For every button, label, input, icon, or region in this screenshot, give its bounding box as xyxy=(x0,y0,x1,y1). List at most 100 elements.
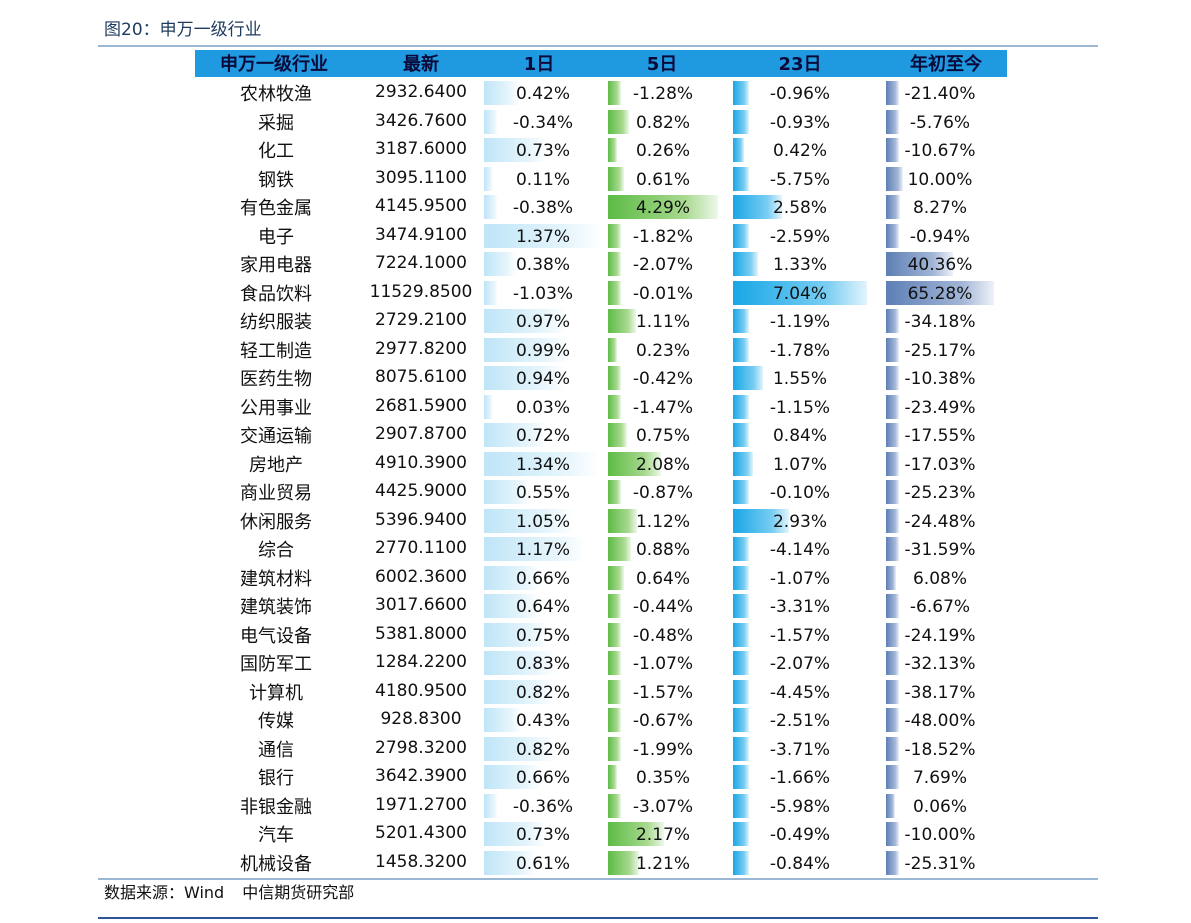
table-row: 食品饮料 11529.8500 -1.03% -0.01% 7.04% 65.28% xyxy=(0,279,1191,308)
cell-d5: -0.44% xyxy=(608,594,718,618)
cell-ytd: -23.49% xyxy=(886,394,994,419)
cell-d1: 0.94% xyxy=(484,366,602,390)
value-d1: -1.03% xyxy=(512,283,574,304)
cell-d23: -4.45% xyxy=(733,679,867,704)
bar-d1 xyxy=(484,337,569,362)
bar-d23 xyxy=(733,451,753,476)
bar-d1 xyxy=(484,480,531,504)
cell-ytd: -48.00% xyxy=(886,708,994,732)
bar-d5 xyxy=(608,679,621,704)
cell-d23: 7.04% xyxy=(733,280,867,305)
cell-ytd: -17.03% xyxy=(886,451,994,476)
bar-ytd xyxy=(886,736,899,761)
cell-ytd: 8.27% xyxy=(886,195,994,219)
cell-ytd: -38.17% xyxy=(886,679,994,704)
latest-value: 3642.3900 xyxy=(375,766,467,786)
cell-d5: 4.29% xyxy=(608,195,718,219)
table-row: 纺织服装 2729.2100 0.97% 1.11% -1.19% -34.18% xyxy=(0,307,1191,336)
value-d5: -0.01% xyxy=(632,283,694,304)
bar-d5 xyxy=(608,195,718,219)
bar-d23 xyxy=(733,280,867,305)
value-d23: 1.07% xyxy=(772,454,827,475)
bar-d5 xyxy=(608,451,661,476)
cell-d23: -0.93% xyxy=(733,109,867,134)
cell-d23: -3.31% xyxy=(733,594,867,618)
cell-d1: 0.66% xyxy=(484,565,602,590)
latest-value: 5381.8000 xyxy=(375,623,467,644)
latest-value: 7224.1000 xyxy=(375,253,467,273)
bar-d1 xyxy=(484,138,547,162)
cell-d1: 1.17% xyxy=(484,537,602,561)
value-d5: 4.29% xyxy=(635,198,690,218)
value-d1: -0.38% xyxy=(512,198,574,218)
cell-d1: 0.64% xyxy=(484,594,602,618)
cell-ytd: -25.23% xyxy=(886,480,994,504)
bar-d1 xyxy=(484,252,517,276)
latest-value: 2932.6400 xyxy=(375,82,467,102)
value-d5: -1.07% xyxy=(632,654,694,674)
value-d1: 0.66% xyxy=(515,568,570,589)
industry-name: 化工 xyxy=(258,141,294,162)
latest-value: 2798.3200 xyxy=(375,737,467,758)
table-row: 化工 3187.6000 0.73% 0.26% 0.42% -10.67% xyxy=(0,136,1191,165)
bar-d5 xyxy=(608,394,621,419)
value-d1: -0.36% xyxy=(512,796,574,817)
value-d5: -1.47% xyxy=(632,397,694,418)
cell-d1: 0.66% xyxy=(484,765,602,789)
bar-d1 xyxy=(484,537,585,561)
bar-ytd xyxy=(886,166,903,191)
latest-value: 8075.6100 xyxy=(375,367,467,387)
cell-ytd: -6.67% xyxy=(886,594,994,618)
bar-d1 xyxy=(484,594,539,618)
table-row: 轻工制造 2977.8200 0.99% 0.23% -1.78% -25.17% xyxy=(0,336,1191,365)
bar-d1 xyxy=(484,708,521,732)
industry-name: 电气设备 xyxy=(240,625,312,647)
value-d5: -1.82% xyxy=(632,226,694,247)
value-ytd: 7.69% xyxy=(912,768,967,788)
cell-d5: 0.61% xyxy=(608,166,718,191)
bar-d1 xyxy=(484,423,546,447)
cell-d23: 2.93% xyxy=(733,508,867,533)
bar-d1 xyxy=(484,651,555,675)
value-ytd: 10.00% xyxy=(907,169,973,190)
cell-d1: 0.43% xyxy=(484,708,602,732)
source-label: 数据来源：Wind xyxy=(104,883,225,902)
value-d5: 1.12% xyxy=(635,511,690,532)
value-d23: 0.42% xyxy=(772,141,827,161)
cell-d1: 0.83% xyxy=(484,651,602,675)
value-ytd: 8.27% xyxy=(912,198,967,218)
table-row: 汽车 5201.4300 0.73% 2.17% -0.49% -10.00% xyxy=(0,820,1191,849)
table-row: 建筑材料 6002.3600 0.66% 0.64% -1.07% 6.08% xyxy=(0,564,1191,593)
cell-d5: -2.07% xyxy=(608,252,718,276)
cell-d5: 2.08% xyxy=(608,451,718,476)
value-d23: -4.45% xyxy=(769,682,831,703)
cell-d23: -2.51% xyxy=(733,708,867,732)
latest-value: 4145.9500 xyxy=(375,196,467,216)
bar-d5 xyxy=(608,81,621,105)
figure-title: 图20：申万一级行业 xyxy=(104,20,262,40)
cell-d5: 0.35% xyxy=(608,765,718,789)
cell-ytd: -25.17% xyxy=(886,337,994,362)
bar-d23 xyxy=(733,708,749,732)
bar-d1 xyxy=(484,280,498,305)
cell-d5: -1.28% xyxy=(608,81,718,105)
cell-d5: 0.23% xyxy=(608,337,718,362)
bar-d5 xyxy=(608,309,636,333)
value-ytd: -24.48% xyxy=(904,511,976,532)
bar-ytd xyxy=(886,423,899,447)
value-ytd: -24.19% xyxy=(904,625,976,646)
cell-d5: 1.12% xyxy=(608,508,718,533)
table-row: 传媒 928.8300 0.43% -0.67% -2.51% -48.00% xyxy=(0,706,1191,735)
value-d1: 0.82% xyxy=(515,739,570,760)
industry-name: 家用电器 xyxy=(240,255,312,276)
value-d23: -5.75% xyxy=(769,169,831,190)
cell-d5: -1.82% xyxy=(608,223,718,248)
value-d5: -0.48% xyxy=(632,625,694,646)
value-d5: -1.57% xyxy=(632,682,694,703)
industry-name: 汽车 xyxy=(258,825,294,846)
cell-d5: 0.64% xyxy=(608,565,718,590)
bar-ytd xyxy=(886,195,900,219)
cell-d1: 0.75% xyxy=(484,622,602,647)
value-d5: -1.28% xyxy=(632,84,694,104)
cell-d1: 0.82% xyxy=(484,736,602,761)
